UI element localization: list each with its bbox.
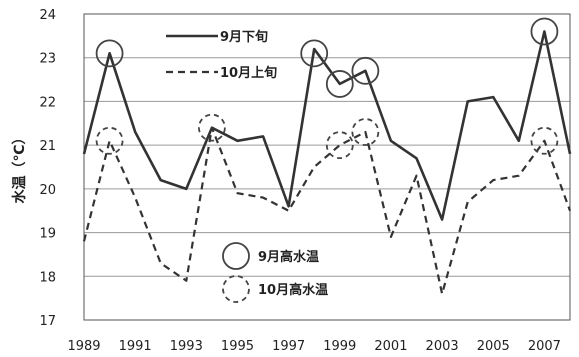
y-tick-label-20: 20	[39, 183, 56, 198]
legend-label-10gatsu-joujun: 10月上旬	[220, 65, 277, 81]
x-tick-label-1997: 1997	[272, 339, 305, 354]
y-tick-label-19: 19	[39, 227, 56, 242]
marker-10gatsu-kousuion-1994	[197, 113, 226, 142]
legend-label-9gatsu-kousuion: 9月高水温	[258, 249, 319, 265]
grid-lines	[84, 13, 570, 321]
x-tick-label-1989: 1989	[67, 339, 100, 354]
legend-swatch-solid-circle	[222, 242, 250, 270]
x-tick-label-1999: 1999	[323, 339, 356, 354]
series-line-9gatsu-gejun	[82, 30, 572, 221]
marker-10gatsu-kousuion-1999	[325, 131, 354, 160]
x-tick-label-2001: 2001	[374, 339, 407, 354]
y-tick-label-17: 17	[39, 314, 56, 329]
y-axis-label: 水温（℃）	[11, 131, 28, 204]
legend-top: 9月下旬 10月上旬	[166, 29, 277, 81]
x-tick-label-2003: 2003	[426, 339, 459, 354]
series-line-10gatsu-joujun	[82, 126, 572, 295]
y-tick-label-23: 23	[39, 52, 56, 67]
y-tick-label-22: 22	[39, 95, 56, 110]
legend-label-9gatsu-gejun: 9月下旬	[220, 29, 268, 45]
series-lines	[82, 30, 572, 295]
y-tick-label-24: 24	[39, 8, 56, 23]
y-tick-label-21: 21	[39, 139, 56, 154]
x-tick-label-2005: 2005	[477, 339, 510, 354]
marker-9gatsu-kousuion-1999	[325, 70, 354, 98]
marker-10gatsu-kousuion-1990	[95, 126, 124, 155]
marker-9gatsu-kousuion-1990	[95, 39, 124, 68]
legend-label-10gatsu-kousuion: 10月高水温	[258, 282, 328, 298]
marker-10gatsu-kousuion-2000	[351, 118, 380, 146]
legend-bottom: 9月高水温 10月高水温	[222, 242, 328, 303]
marker-10gatsu-kousuion-2007	[530, 126, 559, 155]
marker-9gatsu-kousuion-2007	[530, 17, 559, 46]
x-tick-label-2007: 2007	[528, 339, 561, 354]
highlight-markers	[95, 17, 559, 160]
y-tick-label-18: 18	[39, 270, 56, 285]
legend-swatch-dashed-circle	[222, 275, 250, 303]
x-tick-label-1993: 1993	[170, 339, 203, 354]
marker-9gatsu-kousuion-1998	[300, 39, 329, 68]
axis-ticks: 17 18 19 20 21 22 23 24 1989 1991 1993 1995 1997 1999…	[39, 8, 561, 354]
plot-frame	[83, 13, 571, 321]
x-tick-label-1995: 1995	[221, 339, 254, 354]
x-tick-label-1991: 1991	[119, 339, 152, 354]
marker-9gatsu-kousuion-2000	[351, 56, 380, 85]
